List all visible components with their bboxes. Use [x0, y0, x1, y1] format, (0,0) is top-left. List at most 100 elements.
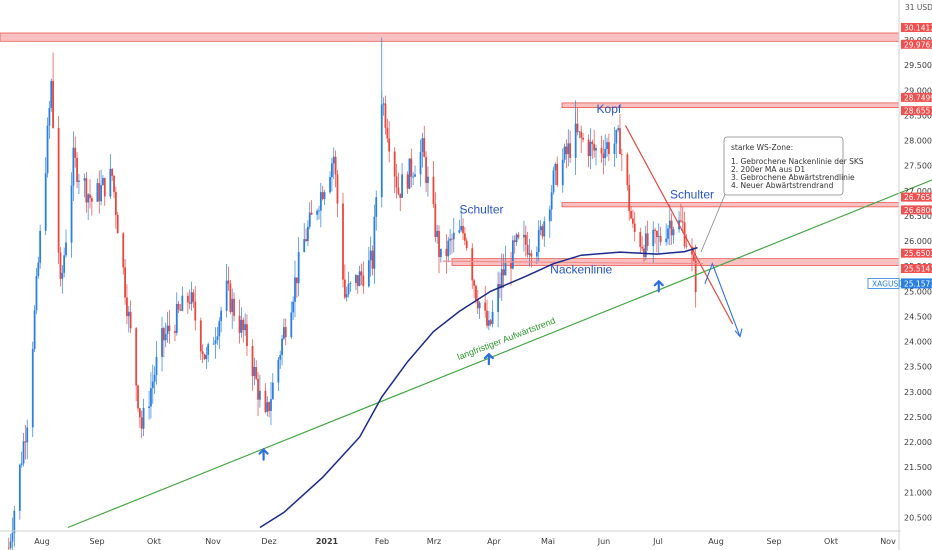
candle-body: [539, 226, 542, 230]
time-tick-label: Apr: [487, 537, 502, 546]
note-box[interactable]: starke WS-Zone: 1. Gebrochene Nackenlini…: [723, 136, 864, 196]
price-tick-label: 26.0000: [904, 237, 932, 246]
candle-body: [670, 220, 673, 236]
candle-body: [229, 283, 232, 312]
candle-body: [270, 399, 272, 411]
candle-body: [349, 283, 352, 284]
candle-body: [543, 221, 546, 237]
candle-body: [382, 103, 385, 105]
candle-body: [367, 260, 370, 287]
candle-body: [89, 194, 91, 199]
candle-body: [57, 127, 60, 253]
candle-body: [238, 315, 241, 333]
candle-body: [342, 203, 344, 280]
candle-body: [72, 147, 75, 186]
price-tick-label: 29.5000: [904, 61, 932, 70]
candle-body: [680, 220, 682, 222]
candle-body: [484, 302, 487, 311]
candle-body: [201, 351, 204, 355]
candle-body: [310, 212, 313, 215]
price-badge: [901, 248, 932, 258]
candle-body: [114, 191, 117, 215]
candle-body: [476, 300, 479, 309]
candle-body: [672, 229, 675, 236]
price-axis[interactable]: 20.5000 21.0000 21.5000 22.0000 22.5000 23.00…: [867, 0, 932, 550]
candle-body: [500, 269, 503, 289]
candle-body: [279, 354, 282, 360]
candle-body: [685, 246, 688, 247]
candle-body: [233, 298, 235, 316]
candle-body: [591, 141, 594, 144]
price-badge: [901, 263, 932, 273]
candle-body: [331, 163, 333, 178]
candle-body: [83, 178, 86, 181]
candle-body: [188, 302, 191, 304]
candle-body: [59, 252, 62, 279]
note-frame: [723, 136, 844, 196]
candle-body: [63, 255, 66, 273]
forecast-path: [704, 262, 741, 337]
candle-body: [318, 210, 320, 212]
time-axis[interactable]: Aug Sep Okt Nov Dez 2021 Feb Mrz Apr Mai Jun Jul Aug…: [0, 530, 901, 546]
candle-body: [26, 427, 29, 443]
candle-body: [473, 280, 475, 286]
candle-body: [305, 239, 307, 241]
price-tick-label: 29.0000: [904, 86, 932, 95]
candle-body: [212, 343, 215, 345]
candle-body: [127, 311, 130, 317]
candle-body: [615, 130, 618, 144]
candle-body: [462, 225, 464, 234]
candle-body: [186, 295, 189, 303]
candle-body: [177, 303, 180, 310]
candle-body: [633, 223, 636, 232]
price-badge: [901, 92, 932, 102]
candle-body: [216, 336, 219, 341]
candle-body: [46, 125, 49, 174]
candle-body: [148, 406, 151, 409]
candle-body: [11, 533, 14, 542]
candle-body: [410, 158, 413, 177]
candle-body: [74, 147, 77, 158]
candle-body: [253, 367, 256, 377]
candle-body: [475, 285, 477, 301]
time-tick-label: Feb: [375, 537, 389, 546]
annotation-label: Nackenlinie: [550, 263, 612, 277]
last-price-label: 25.1573: [904, 279, 932, 288]
candle-body: [240, 319, 243, 333]
candle-body: [151, 381, 154, 389]
candle-body: [255, 367, 258, 379]
candle-body: [537, 229, 540, 253]
price-tick-label: 21.5000: [904, 463, 932, 472]
note-line-4: 4. Neuer Abwärtstrendrand: [731, 181, 834, 190]
candle-body: [111, 168, 114, 176]
price-tick-label: 23.5000: [904, 363, 932, 372]
candle-body: [203, 354, 206, 360]
candle-body: [412, 176, 415, 178]
note-line-3: 3. Gebrochene Abwärtstrendlinie: [731, 173, 855, 182]
candle-body: [31, 349, 34, 428]
candle-body: [33, 310, 36, 350]
candle-body: [668, 220, 671, 229]
price-badge: [901, 22, 932, 32]
candle-body: [140, 417, 143, 429]
candle-body: [439, 248, 442, 258]
up-arrow-icon: [653, 279, 664, 293]
candle-body: [360, 271, 363, 276]
candle-body: [580, 131, 583, 138]
price-tick-label: 22.0000: [904, 438, 932, 447]
candle-body: [499, 284, 501, 289]
price-tick-label: 24.5000: [904, 312, 932, 321]
candle-body: [90, 198, 93, 202]
candle-body: [116, 214, 119, 234]
candle-body: [465, 240, 468, 249]
price-badge-label: 28.6551: [904, 107, 932, 116]
candle-body: [644, 233, 647, 258]
candle-body: [691, 246, 693, 255]
candle-body: [593, 143, 596, 151]
price-tick-label: 22.5000: [904, 413, 932, 422]
candle-body: [319, 192, 322, 211]
candle-body: [632, 218, 634, 224]
candle-body: [266, 402, 269, 412]
candle-body: [641, 246, 644, 249]
